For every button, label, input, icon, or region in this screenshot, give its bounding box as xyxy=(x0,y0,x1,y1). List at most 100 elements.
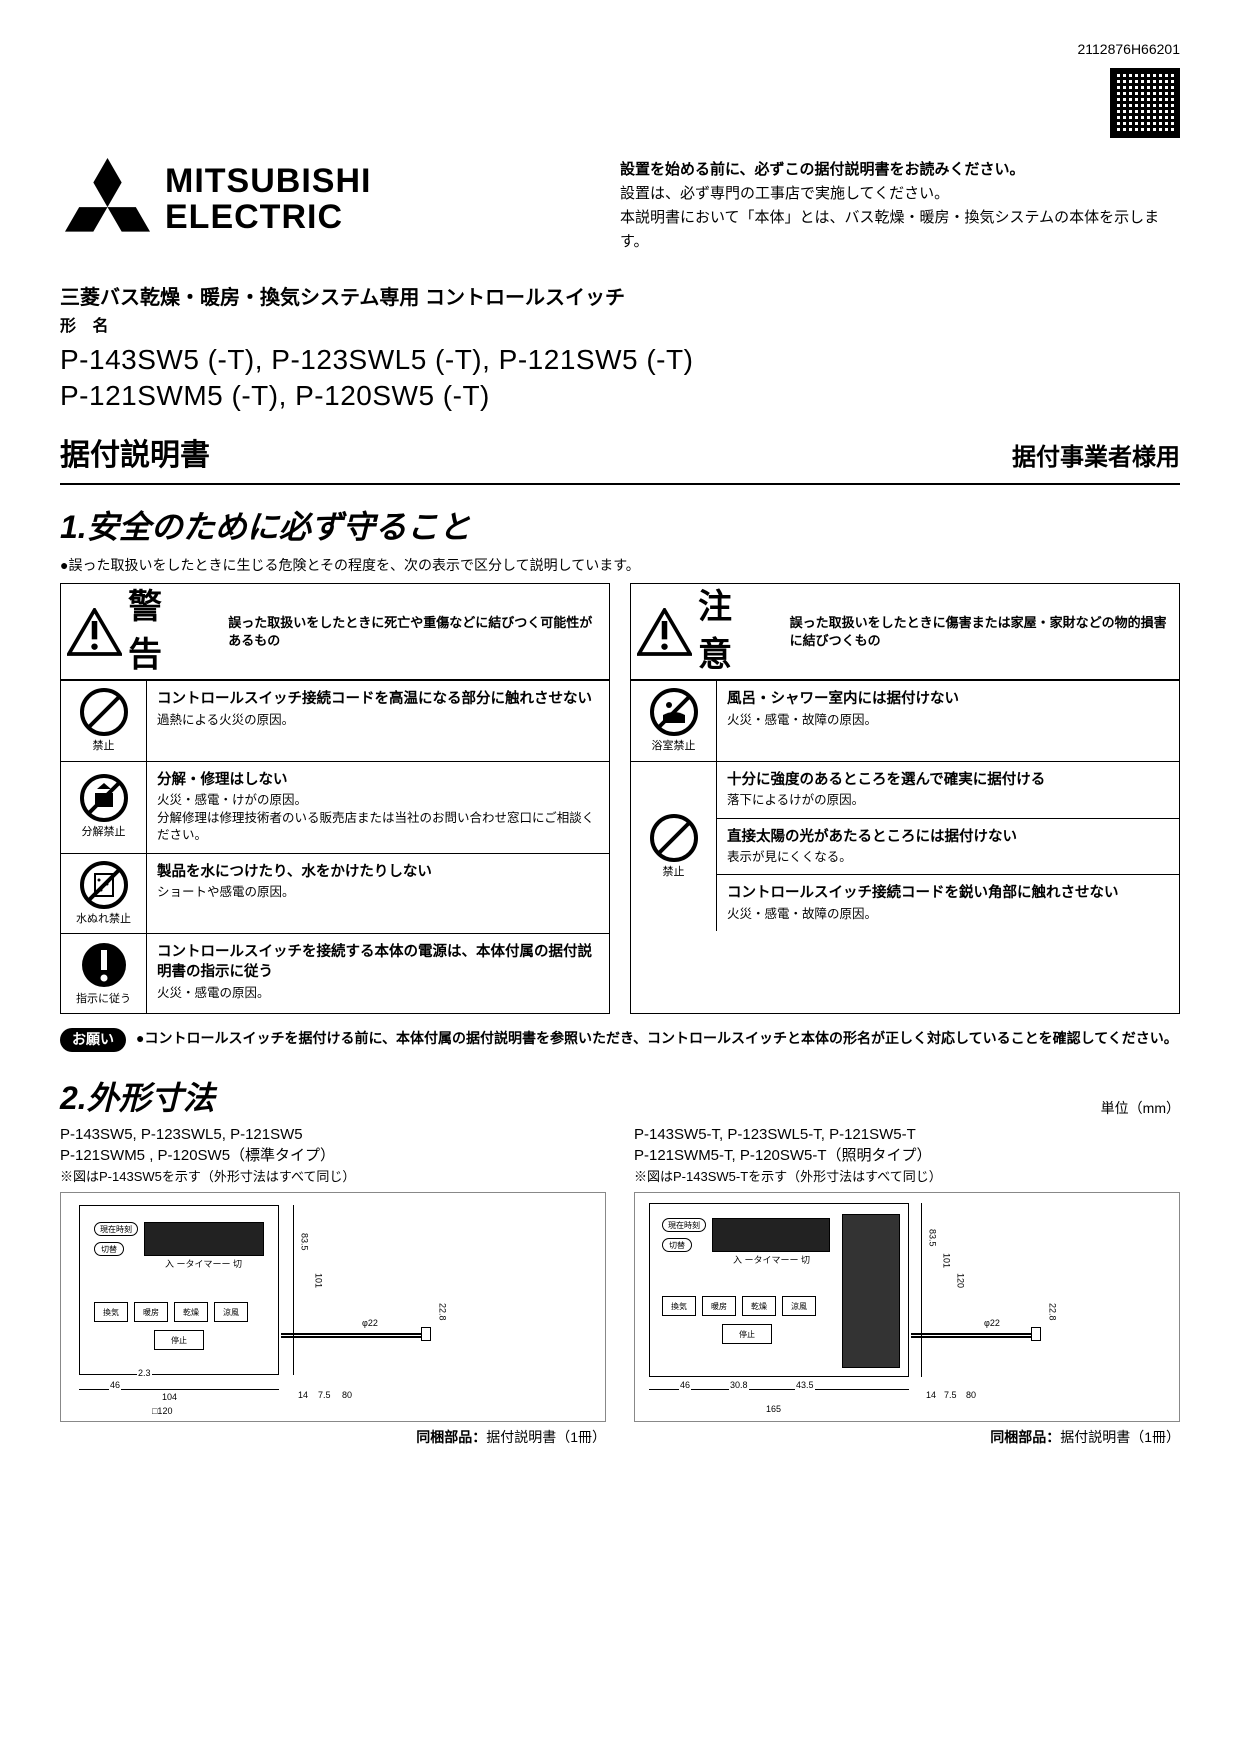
dim-h2: 101 xyxy=(939,1253,954,1268)
section1-title: 1.安全のために必ず守ること xyxy=(60,505,1180,550)
dim-left-models: P-143SW5, P-123SWL5, P-121SW5 P-121SWM5 … xyxy=(60,1124,606,1166)
warning-triangle-icon xyxy=(67,608,122,656)
prohibit-icon-cell: 禁止 xyxy=(61,681,147,760)
row-title: コントロールスイッチを接続する本体の電源は、本体付属の据付説明書の指示に従う xyxy=(157,942,599,983)
row-title: 十分に強度のあるところを選んで確実に据付ける xyxy=(727,770,1169,790)
panel-button: 涼風 xyxy=(782,1296,816,1316)
model-numbers: P-143SW5 (-T), P-123SWL5 (-T), P-121SW5 … xyxy=(60,342,1180,415)
no-disassemble-icon-cell: 分解禁止 xyxy=(61,762,147,853)
dim-w-inner: 104 xyxy=(161,1391,178,1404)
row-body: コントロールスイッチを接続する本体の電源は、本体付属の据付説明書の指示に従う 火… xyxy=(147,934,609,1013)
no-water-icon-cell: 水ぬれ禁止 xyxy=(61,854,147,933)
caution-desc: 誤った取扱いをしたときに傷害または家屋・家財などの物的損害に結びつくもの xyxy=(790,610,1179,653)
dim-left-note: ※図はP-143SW5を示す（外形寸法はすべて同じ） xyxy=(60,1168,606,1186)
row-desc: 過熱による火災の原因。 xyxy=(157,712,599,730)
warning-title: 警 告 xyxy=(128,584,228,679)
bundled-left: 同梱部品：据付説明書（1冊） xyxy=(60,1428,606,1448)
icon-label: 禁止 xyxy=(93,739,115,754)
row-title: 分解・修理はしない xyxy=(157,770,599,790)
models-line: P-121SWM5 , P-120SW5（標準タイプ） xyxy=(60,1145,606,1166)
dim-w46: 46 xyxy=(109,1379,121,1392)
brand-logo: MITSUBISHI ELECTRIC xyxy=(60,158,371,243)
bundled-value: 据付説明書（1冊） xyxy=(486,1429,606,1445)
mitsubishi-diamonds-icon xyxy=(60,158,155,243)
sub-item: コントロールスイッチ接続コードを鋭い角部に触れさせない 火災・感電・故障の原因。 xyxy=(717,874,1179,931)
display-label: 入 ータイマーー 切 xyxy=(164,1258,243,1271)
onegai-text: ●コントロールスイッチを据付ける前に、本体付属の据付説明書を参照いただき、コント… xyxy=(136,1028,1178,1049)
caution-title: 注 意 xyxy=(698,584,790,679)
caution-column: 注 意 誤った取扱いをしたときに傷害または家屋・家財などの物的損害に結びつくもの… xyxy=(630,583,1180,1014)
row-body: 風呂・シャワー室内には据付けない 火災・感電・故障の原因。 xyxy=(717,681,1179,760)
row-body-multi: 十分に強度のあるところを選んで確実に据付ける 落下によるけがの原因。 直接太陽の… xyxy=(717,762,1179,931)
no-bath-icon-cell: 浴室禁止 xyxy=(631,681,717,760)
dim-w308: 30.8 xyxy=(729,1379,749,1392)
caution-triangle-icon xyxy=(637,608,692,656)
icon-label: 指示に従う xyxy=(76,992,131,1007)
row-title: コントロールスイッチ接続コードを鋭い角部に触れさせない xyxy=(727,883,1169,903)
dim-w46: 46 xyxy=(679,1379,691,1392)
row-title: 風呂・シャワー室内には据付けない xyxy=(727,689,1169,709)
sub-item: 直接太陽の光があたるところには据付けない 表示が見にくくなる。 xyxy=(717,818,1179,875)
dim-14: 14 xyxy=(925,1389,937,1402)
no-water-icon xyxy=(79,860,129,910)
panel-button: 暖房 xyxy=(702,1296,736,1316)
intro-l1: 設置は、必ず専門の工事店で実施してください。 xyxy=(620,182,1180,206)
dim-w-outer: 165 xyxy=(765,1403,782,1416)
dim-left-drawing: 現在時刻 切替 入 ータイマーー 切 換気 暖房 乾燥 涼風 停止 83.5 1… xyxy=(60,1192,606,1422)
must-do-icon xyxy=(79,940,129,990)
onegai-row: お願い ●コントロールスイッチを据付ける前に、本体付属の据付説明書を参照いただき… xyxy=(60,1028,1180,1052)
panel-button: 停止 xyxy=(722,1324,772,1344)
panel-button: 涼風 xyxy=(214,1302,248,1322)
bundled-label: 同梱部品： xyxy=(416,1429,486,1445)
panel-button: 乾燥 xyxy=(742,1296,776,1316)
row-desc: 火災・感電の原因。 xyxy=(157,985,599,1003)
panel-button: 停止 xyxy=(154,1330,204,1350)
row-desc: 火災・感電・故障の原因。 xyxy=(727,906,1169,924)
icon-label: 浴室禁止 xyxy=(652,739,696,754)
model-label: 形 名 xyxy=(60,316,1180,338)
brand-line2: ELECTRIC xyxy=(165,200,371,236)
section1-note: ●誤った取扱いをしたときに生じる危険とその程度を、次の表示で区分して説明していま… xyxy=(60,556,1180,576)
row-desc: 落下によるけがの原因。 xyxy=(727,792,1169,810)
prohibit-icon xyxy=(649,813,699,863)
row-body: コントロールスイッチ接続コードを高温になる部分に触れさせない 過熱による火災の原… xyxy=(147,681,609,760)
panel-button: 切替 xyxy=(94,1242,124,1256)
dim-w435: 43.5 xyxy=(795,1379,815,1392)
panel-button: 現在時刻 xyxy=(94,1222,138,1236)
panel-button: 現在時刻 xyxy=(662,1218,706,1232)
intro-l2: 本説明書において「本体」とは、バス乾燥・暖房・換気システムの本体を示します。 xyxy=(620,206,1180,254)
dim-7-5: 7.5 xyxy=(317,1389,332,1402)
warning-desc: 誤った取扱いをしたときに死亡や重傷などに結びつく可能性があるもの xyxy=(228,610,609,653)
header: MITSUBISHI ELECTRIC 設置を始める前に、必ずこの据付説明書をお… xyxy=(60,158,1180,254)
dim-right-note: ※図はP-143SW5-Tを示す（外形寸法はすべて同じ） xyxy=(634,1168,1180,1186)
caution-row: 浴室禁止 風呂・シャワー室内には据付けない 火災・感電・故障の原因。 xyxy=(631,680,1179,760)
dim-h1: 101 xyxy=(311,1273,326,1288)
doc-title-row: 据付説明書 据付事業者様用 xyxy=(60,435,1180,485)
warning-row: 分解禁止 分解・修理はしない 火災・感電・けがの原因。 分解修理は修理技術者のい… xyxy=(61,761,609,853)
product-line: 三菱バス乾燥・暖房・換気システム専用 コントロールスイッチ xyxy=(60,284,1180,312)
models-l1: P-143SW5 (-T), P-123SWL5 (-T), P-121SW5 … xyxy=(60,342,1180,378)
dim-w-small: 2.3 xyxy=(137,1367,152,1380)
no-bath-icon xyxy=(649,687,699,737)
dim-14: 14 xyxy=(297,1389,309,1402)
dim-h2: 83.5 xyxy=(297,1233,312,1251)
dim-cable-80: 80 xyxy=(965,1389,977,1402)
row-desc: 火災・感電・故障の原因。 xyxy=(727,712,1169,730)
panel-button: 暖房 xyxy=(134,1302,168,1322)
dim-right-drawing: 現在時刻 切替 入 ータイマーー 切 換気 暖房 乾燥 涼風 停止 83.5 1… xyxy=(634,1192,1180,1422)
warning-row: 指示に従う コントロールスイッチを接続する本体の電源は、本体付属の据付説明書の指… xyxy=(61,933,609,1013)
dim-h3: 83.5 xyxy=(925,1229,940,1247)
dim-sq120: □120 xyxy=(151,1405,173,1418)
panel-button: 換気 xyxy=(94,1302,128,1322)
prohibit-icon-cell: 禁止 xyxy=(631,762,717,931)
dim-cable-80: 80 xyxy=(341,1389,353,1402)
models-line: P-143SW5-T, P-123SWL5-T, P-121SW5-T xyxy=(634,1124,1180,1145)
dim-left-col: P-143SW5, P-123SWL5, P-121SW5 P-121SWM5 … xyxy=(60,1124,606,1448)
row-desc: 表示が見にくくなる。 xyxy=(727,849,1169,867)
bundled-right: 同梱部品：据付説明書（1冊） xyxy=(634,1428,1180,1448)
icon-label: 分解禁止 xyxy=(82,825,126,840)
caution-row: 禁止 十分に強度のあるところを選んで確実に据付ける 落下によるけがの原因。 直接… xyxy=(631,761,1179,931)
brand-text: MITSUBISHI ELECTRIC xyxy=(165,164,371,235)
dimensions-row: P-143SW5, P-123SWL5, P-121SW5 P-121SWM5 … xyxy=(60,1124,1180,1448)
panel-button: 切替 xyxy=(662,1238,692,1252)
